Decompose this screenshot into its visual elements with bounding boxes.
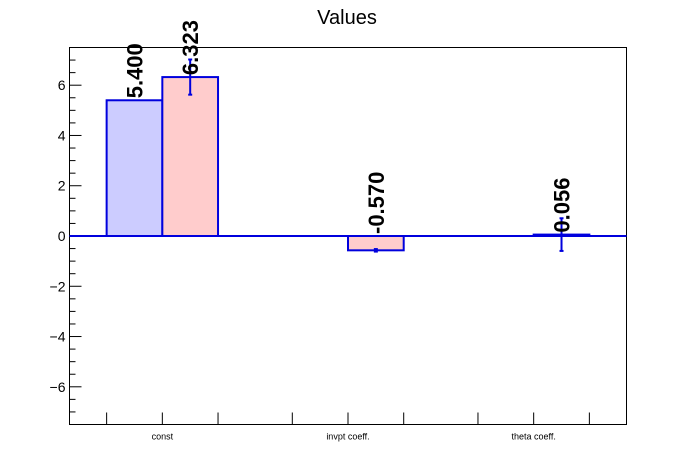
value-label: -0.570 [364,172,389,234]
value-label: 0.056 [550,178,575,233]
value-label: 5.400 [122,43,147,98]
y-tick-label: 2 [58,178,66,194]
bar [161,76,220,237]
x-category-label: const [152,432,174,442]
x-category-label: invpt coeff. [326,432,369,442]
y-tick-label: −4 [50,329,66,345]
y-tick-label: 0 [58,228,66,244]
y-tick-label: 6 [58,77,66,93]
chart-title: Values [317,7,377,29]
value-label: 6.323 [178,20,203,75]
y-tick-label: −2 [50,278,66,294]
y-tick-label: −6 [50,379,66,395]
value-labels: 5.400 6.323 -0.570 0.056 [122,20,574,234]
bars [69,58,627,253]
x-category-label: theta coeff. [511,432,555,442]
y-tick-label: 4 [58,127,66,143]
axes: −6 −4 −2 0 2 4 6 const invpt coeff. theta coeff. [50,47,590,442]
bar [105,99,164,237]
